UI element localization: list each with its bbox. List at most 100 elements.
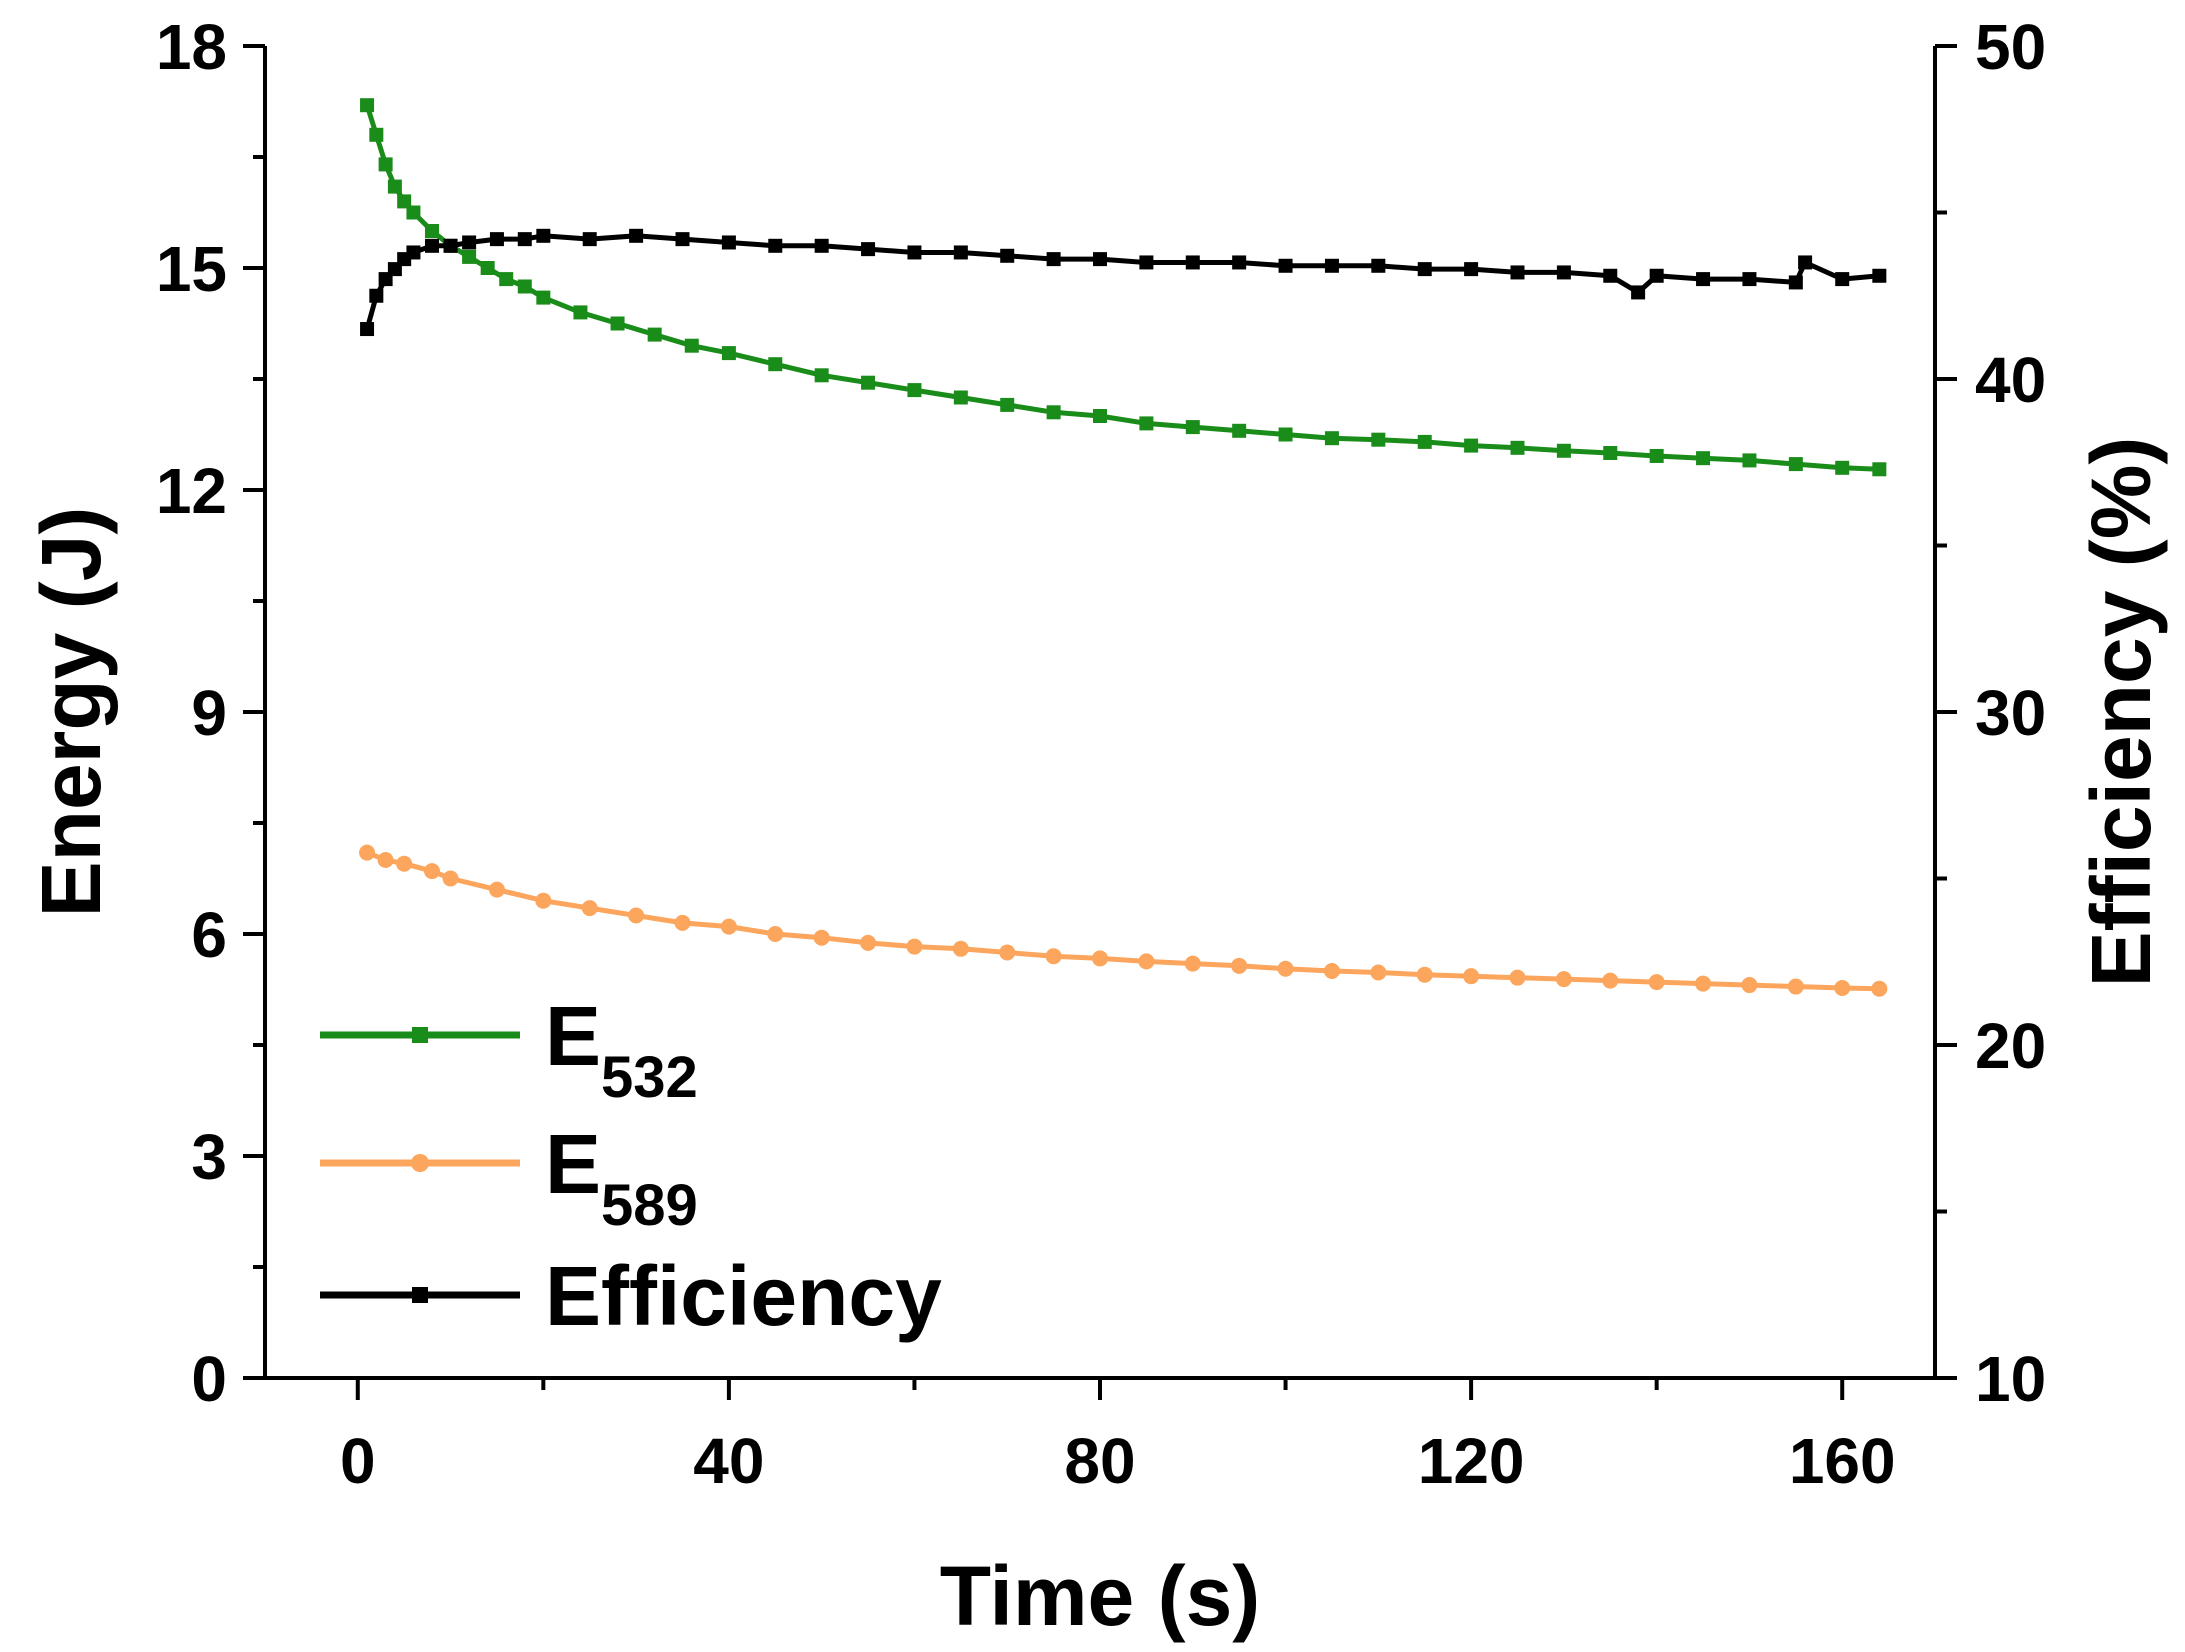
data-point: [517, 232, 532, 247]
series-layer: [359, 98, 1888, 997]
data-point: [536, 228, 551, 243]
data-point: [1417, 262, 1432, 277]
data-point: [1371, 432, 1386, 447]
data-point: [1324, 431, 1339, 446]
data-point: [442, 870, 459, 887]
data-point: [499, 272, 514, 287]
legend-item-efficiency: Efficiency: [320, 1249, 942, 1343]
data-point: [488, 881, 505, 898]
data-point: [1046, 405, 1061, 420]
data-point: [360, 98, 375, 113]
data-point: [397, 194, 412, 209]
y-left-tick-label: 15: [156, 233, 227, 305]
data-point: [517, 279, 532, 294]
data-point: [462, 249, 477, 264]
y-left-tick-label: 18: [156, 11, 227, 83]
series-efficiency: [360, 228, 1887, 337]
data-point: [999, 944, 1016, 961]
data-point: [1649, 268, 1664, 283]
x-tick-label: 120: [1418, 1425, 1525, 1497]
data-point: [1603, 446, 1618, 460]
data-point: [720, 918, 737, 935]
data-point: [378, 157, 393, 172]
data-point: [1834, 980, 1851, 997]
data-point: [1602, 972, 1619, 989]
data-point: [629, 228, 644, 243]
data-point: [1463, 968, 1480, 985]
data-point: [1232, 423, 1247, 438]
data-point: [952, 940, 969, 957]
y-right-tick-label: 50: [1975, 11, 2046, 83]
data-point: [1464, 262, 1479, 277]
data-point: [1787, 978, 1804, 995]
data-point: [424, 863, 440, 880]
data-point: [1371, 258, 1386, 273]
data-point: [1370, 964, 1387, 981]
data-point: [610, 316, 625, 331]
data-point: [480, 261, 495, 275]
y-left-tick-label: 12: [156, 455, 227, 527]
data-point: [1741, 977, 1758, 994]
data-point: [907, 383, 922, 398]
y-right-tick-label: 30: [1975, 677, 2046, 749]
data-point: [1696, 272, 1711, 287]
legend-label: E589: [545, 1117, 698, 1238]
data-point: [768, 238, 783, 253]
y-right-tick-label: 40: [1975, 344, 2046, 416]
data-point: [684, 338, 699, 353]
data-point: [406, 205, 421, 220]
legend-item-e532: E532: [320, 989, 698, 1110]
data-point: [369, 288, 384, 303]
data-point: [861, 242, 876, 257]
data-point: [1510, 440, 1525, 455]
data-point: [1278, 258, 1293, 273]
data-point: [1649, 448, 1664, 463]
legend-marker: [412, 1287, 428, 1303]
data-point: [425, 238, 439, 253]
data-point: [406, 245, 421, 260]
data-point: [360, 322, 375, 337]
data-point: [1871, 980, 1888, 997]
data-point: [1000, 248, 1015, 263]
data-point: [814, 368, 829, 383]
legend-label: Efficiency: [545, 1249, 942, 1343]
data-point: [1788, 275, 1803, 290]
data-point: [1603, 268, 1618, 283]
data-point: [387, 179, 402, 194]
data-point: [489, 232, 504, 247]
data-point: [721, 235, 736, 250]
series-line: [366, 850, 1880, 992]
data-point: [1138, 953, 1155, 970]
legend-item-e589: E589: [320, 1117, 698, 1238]
data-point: [443, 238, 458, 253]
data-point: [425, 224, 439, 238]
data-point: [768, 357, 783, 372]
data-point: [1835, 460, 1850, 475]
data-point: [1872, 462, 1887, 477]
data-point: [674, 914, 691, 931]
data-point: [1788, 457, 1803, 472]
data-point: [1509, 969, 1526, 986]
x-tick-label: 80: [1064, 1425, 1135, 1497]
data-point: [1556, 265, 1571, 280]
y-left-tick-label: 9: [191, 677, 227, 749]
data-point: [1231, 957, 1248, 974]
data-point: [1872, 268, 1887, 283]
y-right-tick-label: 10: [1975, 1343, 2046, 1415]
data-point: [536, 290, 551, 305]
data-point: [953, 390, 968, 405]
y-left-tick-label: 0: [191, 1343, 227, 1415]
data-point: [767, 926, 784, 942]
data-point: [906, 938, 923, 955]
data-point: [573, 305, 588, 320]
data-point: [396, 855, 413, 872]
data-point: [1277, 960, 1294, 977]
series-e532: [360, 98, 1887, 477]
y-right-tick-label: 20: [1975, 1010, 2046, 1082]
x-tick-label: 160: [1789, 1425, 1896, 1497]
data-point: [647, 327, 662, 342]
data-point: [861, 375, 876, 390]
y-axis-right-title: Efficiency (%): [2074, 437, 2168, 988]
